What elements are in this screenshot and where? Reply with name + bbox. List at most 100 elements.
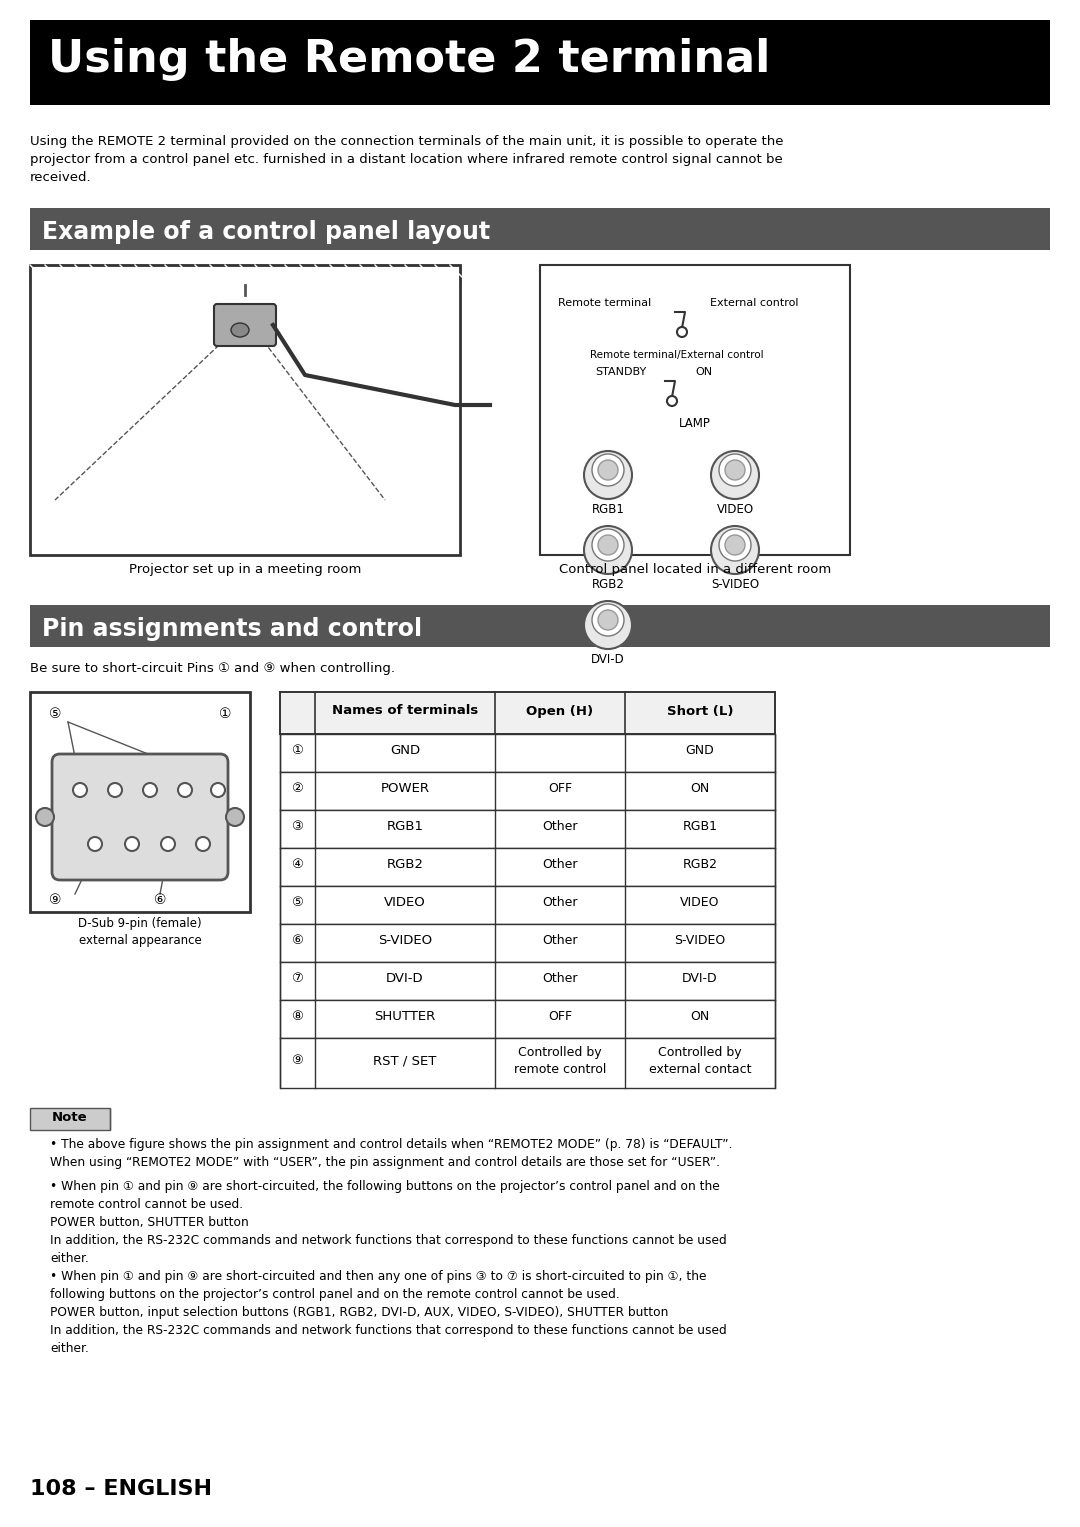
- Circle shape: [667, 395, 677, 406]
- Circle shape: [211, 783, 225, 797]
- Circle shape: [125, 837, 139, 851]
- Text: VIDEO: VIDEO: [680, 896, 719, 910]
- Text: RGB2: RGB2: [387, 858, 423, 872]
- Text: S-VIDEO: S-VIDEO: [378, 935, 432, 947]
- Text: ⑥: ⑥: [292, 935, 302, 947]
- Circle shape: [592, 528, 624, 560]
- Text: VIDEO: VIDEO: [384, 896, 426, 910]
- Circle shape: [711, 525, 759, 574]
- Bar: [30, 605, 1050, 647]
- Text: RGB1: RGB1: [387, 820, 423, 834]
- Text: • When pin ① and pin ⑨ are short-circuited, the following buttons on the project: • When pin ① and pin ⑨ are short-circuit…: [50, 1180, 727, 1264]
- Text: ON: ON: [690, 782, 710, 796]
- Text: Other: Other: [542, 896, 578, 910]
- Text: RGB2: RGB2: [592, 579, 624, 591]
- Text: RST / SET: RST / SET: [374, 1055, 436, 1067]
- Text: Other: Other: [542, 820, 578, 834]
- Text: S-VIDEO: S-VIDEO: [674, 935, 726, 947]
- Text: D-Sub 9-pin (female): D-Sub 9-pin (female): [78, 918, 202, 930]
- Circle shape: [719, 454, 751, 486]
- Text: Other: Other: [542, 973, 578, 985]
- Text: Remote terminal: Remote terminal: [558, 298, 651, 308]
- Circle shape: [592, 605, 624, 637]
- Circle shape: [598, 534, 618, 554]
- Circle shape: [598, 609, 618, 631]
- Text: Other: Other: [542, 935, 578, 947]
- Circle shape: [677, 327, 687, 337]
- Text: Using the Remote 2 terminal: Using the Remote 2 terminal: [48, 38, 770, 81]
- Circle shape: [178, 783, 192, 797]
- FancyBboxPatch shape: [52, 754, 228, 880]
- Bar: [280, 773, 775, 809]
- Circle shape: [584, 602, 632, 649]
- Text: LAMP: LAMP: [679, 417, 711, 431]
- Text: Be sure to short-circuit Pins ① and ⑨ when controlling.: Be sure to short-circuit Pins ① and ⑨ wh…: [30, 663, 395, 675]
- Text: Other: Other: [542, 858, 578, 872]
- Text: Using the REMOTE 2 terminal provided on the connection terminals of the main uni: Using the REMOTE 2 terminal provided on …: [30, 134, 783, 183]
- Text: ⑨: ⑨: [49, 893, 62, 907]
- Text: Names of terminals: Names of terminals: [332, 704, 478, 718]
- Text: ON: ON: [696, 366, 712, 377]
- Circle shape: [87, 837, 102, 851]
- Circle shape: [725, 460, 745, 479]
- Text: RGB1: RGB1: [592, 502, 624, 516]
- Circle shape: [195, 837, 210, 851]
- Circle shape: [584, 450, 632, 499]
- Circle shape: [719, 528, 751, 560]
- Bar: [280, 847, 775, 886]
- Bar: [30, 266, 460, 286]
- Text: SHUTTER: SHUTTER: [375, 1011, 435, 1023]
- Circle shape: [592, 454, 624, 486]
- Text: POWER: POWER: [380, 782, 430, 796]
- FancyBboxPatch shape: [214, 304, 276, 347]
- Text: DVI-D: DVI-D: [683, 973, 718, 985]
- Bar: [30, 266, 460, 554]
- Circle shape: [73, 783, 87, 797]
- Circle shape: [108, 783, 122, 797]
- Text: Control panel located in a different room: Control panel located in a different roo…: [558, 563, 832, 576]
- Text: 108 – ENGLISH: 108 – ENGLISH: [30, 1480, 212, 1500]
- Text: Open (H): Open (H): [526, 704, 594, 718]
- Circle shape: [226, 808, 244, 826]
- Text: GND: GND: [686, 745, 714, 757]
- Circle shape: [161, 837, 175, 851]
- Text: ON: ON: [690, 1011, 710, 1023]
- Text: Controlled by
remote control: Controlled by remote control: [514, 1046, 606, 1077]
- Bar: [280, 886, 775, 924]
- Bar: [280, 809, 775, 847]
- Text: ⑤: ⑤: [292, 896, 302, 910]
- Text: ⑤: ⑤: [49, 707, 62, 721]
- Text: external appearance: external appearance: [79, 935, 201, 947]
- Bar: [280, 692, 775, 734]
- Text: ①: ①: [292, 745, 302, 757]
- Bar: [30, 20, 1050, 105]
- Text: • The above figure shows the pin assignment and control details when “REMOTE2 MO: • The above figure shows the pin assignm…: [50, 1138, 732, 1170]
- Circle shape: [584, 525, 632, 574]
- Text: ①: ①: [219, 707, 231, 721]
- Text: Remote terminal/External control: Remote terminal/External control: [590, 350, 764, 360]
- Text: OFF: OFF: [548, 782, 572, 796]
- Text: ⑨: ⑨: [292, 1055, 302, 1067]
- Circle shape: [711, 450, 759, 499]
- Text: ⑧: ⑧: [292, 1011, 302, 1023]
- Text: Projector set up in a meeting room: Projector set up in a meeting room: [129, 563, 361, 576]
- Text: External control: External control: [710, 298, 798, 308]
- Bar: [280, 1038, 775, 1089]
- Bar: [280, 1000, 775, 1038]
- Text: STANDBY: STANDBY: [595, 366, 646, 377]
- Text: VIDEO: VIDEO: [716, 502, 754, 516]
- Text: DVI-D: DVI-D: [591, 654, 625, 666]
- Text: ④: ④: [292, 858, 302, 872]
- Bar: [280, 734, 775, 773]
- Text: Controlled by
external contact: Controlled by external contact: [649, 1046, 752, 1077]
- Circle shape: [143, 783, 157, 797]
- Ellipse shape: [231, 324, 249, 337]
- Text: OFF: OFF: [548, 1011, 572, 1023]
- Text: Example of a control panel layout: Example of a control panel layout: [42, 220, 490, 244]
- Text: Short (L): Short (L): [666, 704, 733, 718]
- Bar: [30, 1109, 110, 1130]
- Circle shape: [725, 534, 745, 554]
- Bar: [30, 208, 1050, 250]
- Bar: [540, 266, 850, 554]
- Text: Note: Note: [52, 1112, 87, 1124]
